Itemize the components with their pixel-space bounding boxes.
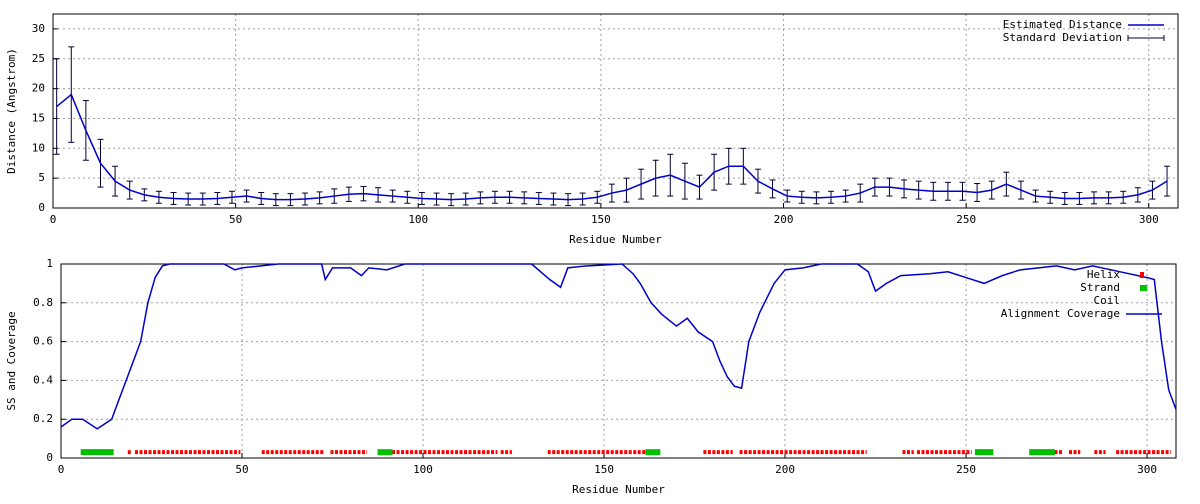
y-tick-label: 0.2 (33, 412, 53, 425)
x-tick-label: 200 (774, 213, 794, 226)
x-tick-label: 150 (591, 213, 611, 226)
x-tick-label: 100 (413, 463, 433, 476)
y-tick-label: 0 (46, 451, 53, 464)
y-tick-label: 5 (38, 171, 45, 184)
y-tick-label: 0.8 (33, 296, 53, 309)
x-tick-label: 250 (956, 213, 976, 226)
x-tick-label: 50 (229, 213, 242, 226)
plot-frame (52, 13, 1179, 209)
data-line (60, 263, 1177, 430)
legend-label: Alignment Coverage (1001, 307, 1120, 320)
x-axis-label: Residue Number (569, 233, 662, 246)
legend-label: Coil (1094, 294, 1121, 307)
x-tick-label: 300 (1137, 463, 1157, 476)
y-tick-label: 1 (46, 257, 53, 270)
y-tick-label: 0.6 (33, 335, 53, 348)
y-tick-label: 0.4 (33, 373, 53, 386)
y-tick-label: 20 (32, 82, 45, 95)
x-tick-label: 50 (235, 463, 248, 476)
legend-label: Standard Deviation (1003, 31, 1122, 44)
x-tick-label: 200 (775, 463, 795, 476)
y-axis-label: SS and Coverage (5, 311, 18, 410)
y-tick-label: 25 (32, 52, 45, 65)
x-tick-label: 250 (956, 463, 976, 476)
y-tick-label: 15 (32, 111, 45, 124)
x-axis-label: Residue Number (572, 483, 665, 496)
plot-frame (60, 263, 1177, 459)
y-axis-label: Distance (Angstrom) (5, 48, 18, 174)
x-tick-label: 0 (58, 463, 65, 476)
legend-swatch (1140, 272, 1144, 278)
y-tick-label: 30 (32, 22, 45, 35)
legend-label: Estimated Distance (1003, 18, 1122, 31)
legend-label: Strand (1080, 281, 1120, 294)
x-tick-label: 0 (50, 213, 57, 226)
x-tick-label: 100 (408, 213, 428, 226)
y-tick-label: 10 (32, 141, 45, 154)
x-tick-label: 300 (1139, 213, 1159, 226)
x-tick-label: 150 (594, 463, 614, 476)
legend-label: Helix (1087, 268, 1120, 281)
data-line (56, 93, 1168, 201)
legend-swatch (1140, 285, 1147, 291)
y-tick-label: 0 (38, 201, 45, 214)
